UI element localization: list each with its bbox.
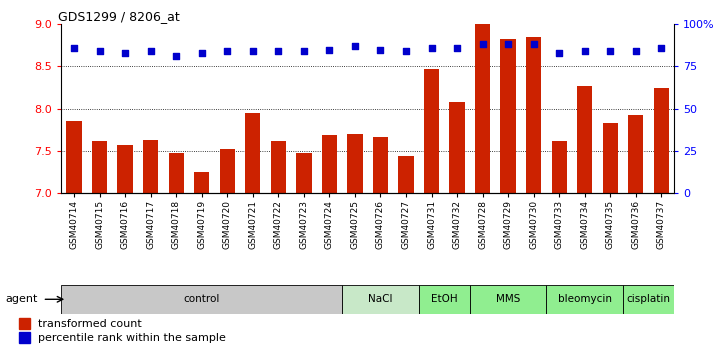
Bar (577, 86, 593, 345)
Text: control: control (184, 294, 220, 304)
Text: percentile rank within the sample: percentile rank within the sample (38, 333, 226, 343)
Point (503, 42, 514, 47)
Bar (623, 285, 674, 314)
Point (247, 48, 259, 54)
Text: bleomycin: bleomycin (558, 294, 611, 304)
Bar (552, 141, 567, 345)
Bar (348, 134, 363, 345)
Bar (373, 137, 388, 345)
Point (630, 48, 642, 54)
Point (375, 47, 386, 52)
Point (349, 43, 360, 49)
Point (579, 48, 590, 54)
Bar (342, 285, 419, 314)
Bar (296, 152, 311, 345)
Bar (398, 156, 414, 345)
Text: NaCl: NaCl (368, 294, 393, 304)
Bar (169, 154, 184, 345)
Point (298, 48, 309, 54)
Point (94, 48, 105, 54)
Bar (500, 39, 516, 345)
Point (528, 42, 539, 47)
Point (426, 45, 438, 51)
Point (604, 48, 616, 54)
Text: EtOH: EtOH (431, 294, 458, 304)
Text: transformed count: transformed count (38, 318, 142, 328)
Bar (19, 332, 30, 344)
Text: cisplatin: cisplatin (627, 294, 671, 304)
Bar (61, 285, 342, 314)
Point (451, 45, 463, 51)
Bar (470, 285, 547, 314)
Point (554, 50, 565, 56)
Point (170, 53, 182, 59)
Bar (547, 285, 623, 314)
Bar (270, 141, 286, 345)
Bar (654, 88, 669, 345)
Bar (628, 115, 644, 345)
Point (324, 47, 335, 52)
Bar (118, 145, 133, 345)
Bar (603, 123, 618, 345)
Bar (92, 141, 107, 345)
Point (68, 45, 80, 51)
Bar (245, 113, 260, 345)
Point (477, 42, 488, 47)
Text: GDS1299 / 8206_at: GDS1299 / 8206_at (58, 10, 180, 23)
Bar (220, 149, 235, 345)
Text: MMS: MMS (496, 294, 521, 304)
Bar (19, 318, 30, 329)
Point (196, 50, 208, 56)
Bar (424, 69, 439, 345)
Bar (322, 135, 337, 345)
Bar (194, 172, 209, 345)
Point (273, 48, 284, 54)
Point (221, 48, 233, 54)
Text: agent: agent (6, 294, 38, 304)
Point (120, 50, 131, 56)
Bar (475, 24, 490, 345)
Bar (419, 285, 470, 314)
Point (400, 48, 412, 54)
Bar (66, 121, 81, 345)
Bar (449, 102, 465, 345)
Bar (143, 140, 159, 345)
Point (145, 48, 156, 54)
Bar (526, 37, 541, 345)
Point (655, 45, 667, 51)
